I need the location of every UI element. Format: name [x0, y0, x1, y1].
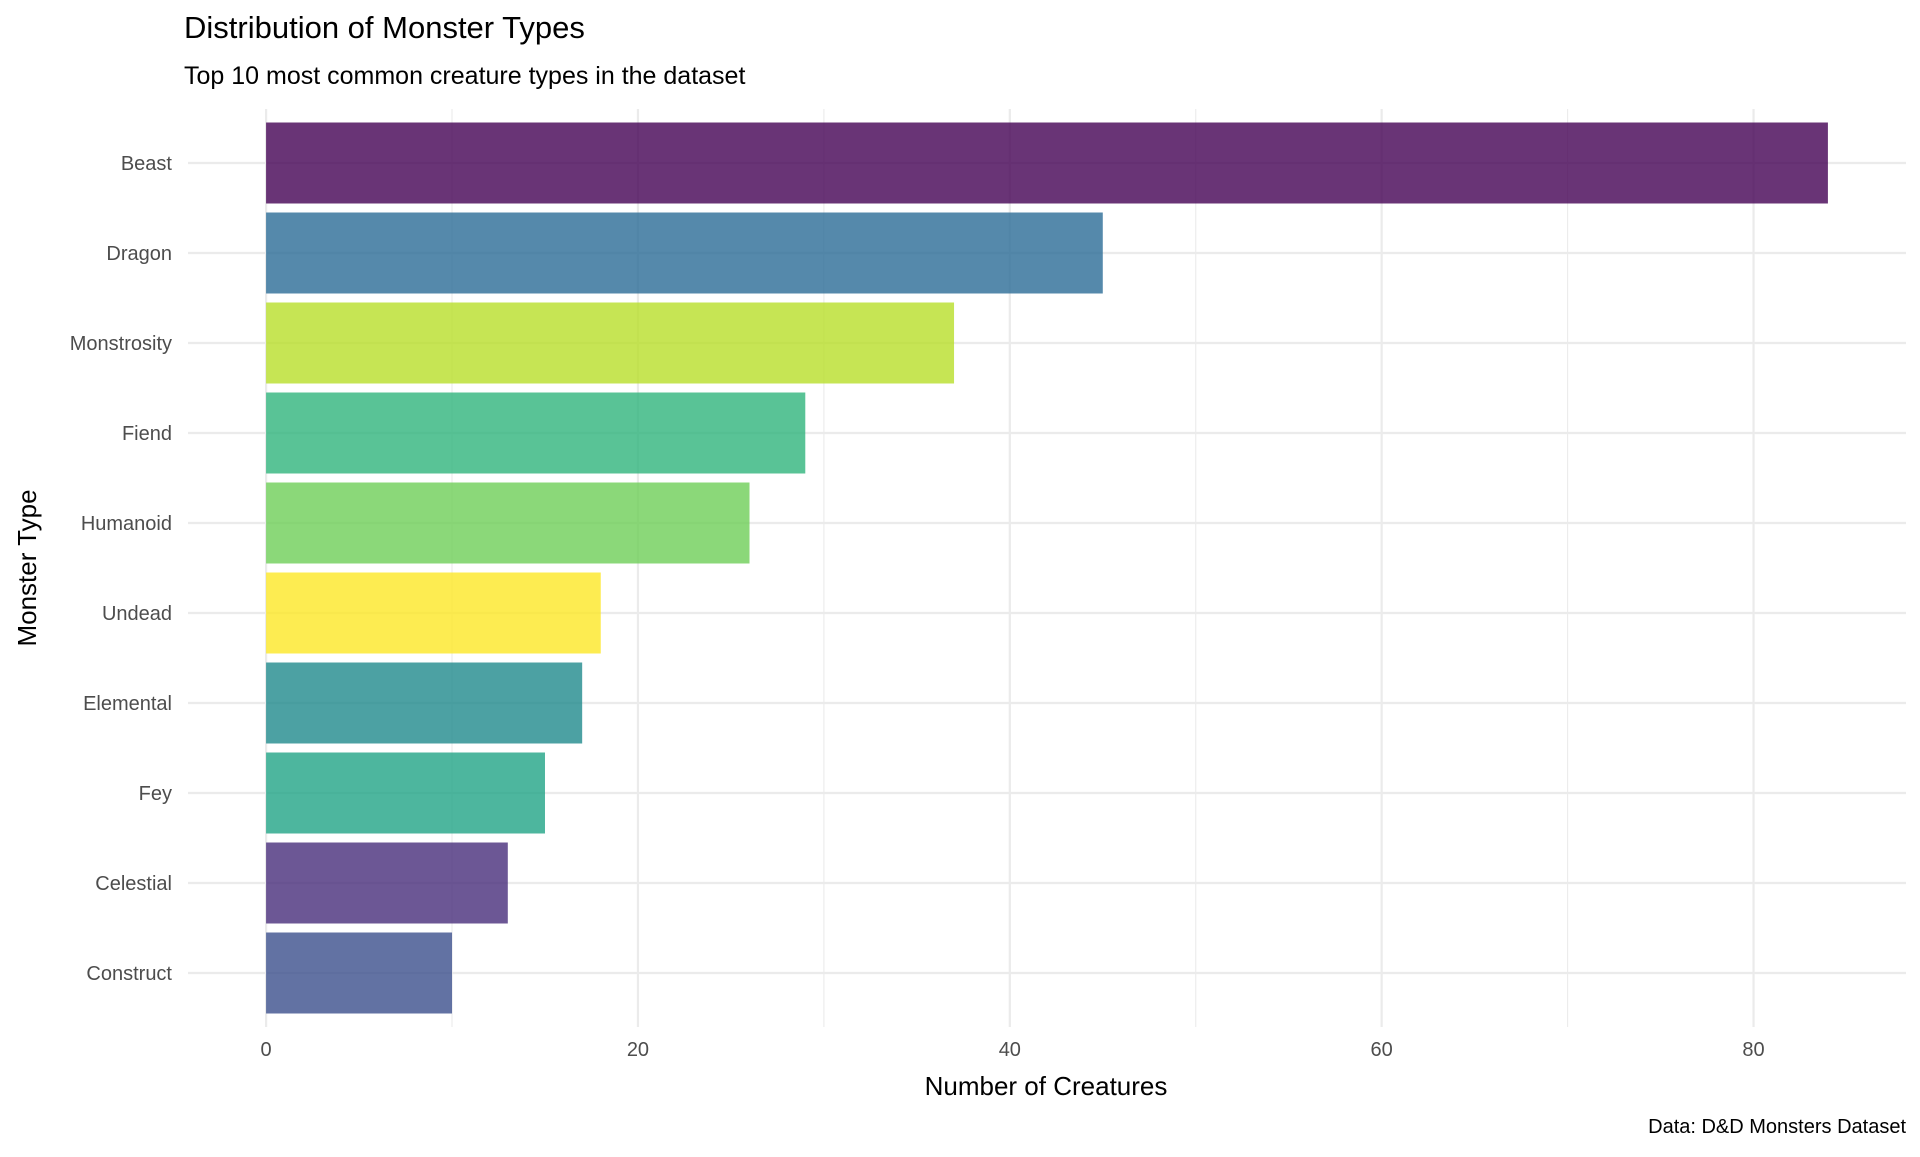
bars — [266, 122, 1828, 1014]
bar-fey — [266, 752, 545, 834]
bar-dragon — [266, 212, 1103, 294]
bar-monstrosity — [266, 302, 955, 384]
bar-construct — [266, 932, 453, 1014]
chart-title: Distribution of Monster Types — [184, 10, 585, 45]
y-tick-label: Beast — [121, 153, 173, 175]
x-tick-label: 40 — [999, 1039, 1021, 1061]
y-tick-label: Monstrosity — [70, 333, 172, 355]
x-tick-label: 60 — [1371, 1039, 1393, 1061]
y-axis-tick-labels: Beast Dragon Monstrosity Fiend Humanoid Undea… — [70, 153, 173, 985]
bar-beast — [266, 122, 1828, 204]
chart-caption: Data: D&D Monsters Dataset — [1648, 1116, 1906, 1138]
y-tick-label: Dragon — [106, 243, 172, 265]
chart-subtitle: Top 10 most common creature types in the… — [184, 62, 745, 90]
x-tick-label: 20 — [627, 1039, 649, 1061]
y-tick-label: Fiend — [122, 423, 172, 445]
y-axis-title: Monster Type — [12, 489, 42, 646]
bar-fiend — [266, 392, 806, 474]
bar-celestial — [266, 842, 508, 924]
bar-elemental — [266, 662, 583, 744]
y-tick-label: Fey — [139, 783, 172, 805]
y-tick-label: Construct — [86, 963, 172, 985]
y-tick-label: Elemental — [83, 693, 172, 715]
y-tick-label: Celestial — [95, 873, 172, 895]
x-tick-label: 80 — [1742, 1039, 1764, 1061]
x-tick-label: 0 — [261, 1039, 272, 1061]
y-tick-label: Humanoid — [81, 513, 172, 535]
x-axis-tick-labels: 0 20 40 60 80 — [261, 1039, 1765, 1061]
bar-humanoid — [266, 482, 750, 564]
bar-undead — [266, 572, 601, 654]
y-tick-label: Undead — [102, 603, 172, 625]
x-axis-title: Number of Creatures — [925, 1071, 1168, 1101]
